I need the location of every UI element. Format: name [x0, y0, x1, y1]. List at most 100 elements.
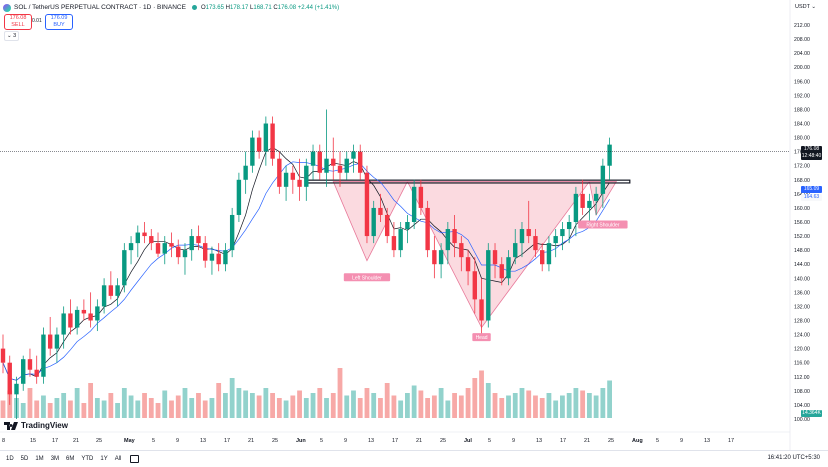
price-tick: 212.00: [794, 23, 810, 29]
volume-bar: [479, 370, 484, 418]
volume-bar: [182, 388, 188, 418]
volume-bar: [330, 393, 336, 418]
period-button-all[interactable]: All: [114, 456, 122, 462]
candle-body: [149, 236, 154, 244]
period-button-6m[interactable]: 6M: [66, 456, 75, 462]
period-button-3m[interactable]: 3M: [50, 456, 60, 462]
date-tick: 21: [248, 438, 254, 444]
candle-body: [34, 369, 39, 377]
candle-body: [358, 151, 363, 173]
volume-bar: [364, 388, 370, 418]
price-tick: 116.00: [794, 361, 810, 367]
indicators-toggle[interactable]: ⌄ 3: [4, 31, 20, 41]
date-tick: 25: [608, 438, 614, 444]
volume-bar: [398, 400, 404, 418]
date-tick: 21: [584, 438, 590, 444]
candle-body: [533, 236, 538, 251]
sell-button[interactable]: 176.08 SELL: [4, 14, 32, 30]
candle-body: [27, 359, 33, 370]
currency-selector[interactable]: USDT ⌄: [794, 4, 816, 10]
volume-bar: [101, 400, 107, 418]
candle-body: [526, 229, 531, 237]
volume-bar: [223, 393, 228, 418]
tradingview-logo[interactable]: TradingView: [4, 421, 68, 430]
candle-body: [0, 348, 6, 363]
candle-body: [250, 137, 255, 166]
annotation-text: Left Shoulder: [352, 275, 382, 281]
date-tick: May: [124, 438, 136, 444]
volume-bar: [27, 388, 33, 418]
price-tick: 172.00: [794, 164, 810, 170]
candle-body: [88, 313, 93, 321]
price-chart[interactable]: 212.00 208.00 204.00 200.00 196.00 192.00 188.…: [0, 0, 828, 450]
candle-body: [546, 243, 552, 265]
candle-body: [243, 165, 248, 180]
annotation-bg: [343, 273, 391, 282]
price-tick: 156.00: [794, 220, 810, 226]
volume-bar: [162, 390, 168, 418]
date-tick: 8: [2, 438, 5, 444]
volume-bar: [216, 383, 222, 418]
candle-body: [14, 383, 19, 395]
candle-body: [223, 250, 228, 265]
volume-bar: [573, 388, 579, 418]
ohlc-readout: O173.65 H178.17 L168.71 C176.08 +2.44 (+…: [200, 4, 340, 11]
period-button-1d[interactable]: 1D: [6, 456, 14, 462]
volume-bar: [357, 398, 363, 418]
volume-bar: [600, 388, 606, 418]
date-tick: 25: [440, 438, 446, 444]
volume-bar: [121, 388, 127, 418]
volume-bar: [607, 380, 612, 418]
volume-bar: [438, 388, 444, 418]
bottom-toolbar: 1D 5D 1M 3M 6M YTD 1Y All 16:41:20 UTC+5:30: [0, 450, 828, 467]
symbol-title[interactable]: SOL / TetherUS PERPETUAL CONTRACT · 1D ·…: [14, 4, 186, 11]
candle-body: [47, 334, 53, 349]
candle-body: [425, 207, 430, 251]
volume-bar: [378, 398, 383, 418]
volume-bar: [303, 398, 309, 418]
candle-body: [519, 229, 525, 244]
date-tick: 9: [512, 438, 515, 444]
candle-body: [384, 214, 390, 237]
volume-bar: [169, 400, 174, 418]
price-tick: 108.00: [794, 389, 810, 395]
calendar-icon[interactable]: [130, 455, 140, 463]
date-tick: Jul: [464, 438, 472, 444]
price-tick: 144.00: [794, 262, 810, 268]
volume-bar: [148, 398, 154, 418]
candle-body: [162, 243, 167, 254]
candle-body: [108, 285, 114, 296]
date-tick: 17: [52, 438, 58, 444]
candle-body: [411, 186, 417, 222]
candle-body: [593, 193, 599, 201]
volume-bar: [425, 398, 431, 418]
period-button-5d[interactable]: 5D: [20, 456, 29, 462]
candle-body: [452, 229, 457, 244]
volume-bar: [310, 393, 316, 418]
candle-body: [438, 250, 444, 265]
volume-bar: [61, 393, 67, 418]
candle-body: [351, 151, 356, 159]
period-button-ytd[interactable]: YTD: [81, 456, 94, 462]
period-button-1y[interactable]: 1Y: [100, 456, 108, 462]
date-tick: 9: [344, 438, 347, 444]
volume-bar: [243, 390, 249, 418]
price-tick: 180.00: [794, 136, 810, 142]
clock[interactable]: 16:41:20 UTC+5:30: [767, 455, 820, 461]
volume-bar: [249, 393, 255, 418]
volume-tag: 14.364K: [801, 410, 822, 417]
volume-bar: [229, 378, 235, 418]
candle-body: [142, 232, 147, 237]
candle-body: [115, 285, 120, 296]
buy-button[interactable]: 176.09 BUY: [45, 14, 73, 30]
volume-bar: [81, 403, 87, 418]
volume-bar: [586, 393, 592, 418]
volume-bar: [337, 368, 343, 418]
candle-body: [492, 250, 498, 265]
candle-body: [560, 229, 565, 237]
volume-bar: [0, 400, 6, 418]
annotation-bg: [472, 333, 491, 342]
volume-bar: [175, 395, 181, 418]
period-button-1m[interactable]: 1M: [35, 456, 44, 462]
annotation-text: Head: [476, 335, 488, 341]
